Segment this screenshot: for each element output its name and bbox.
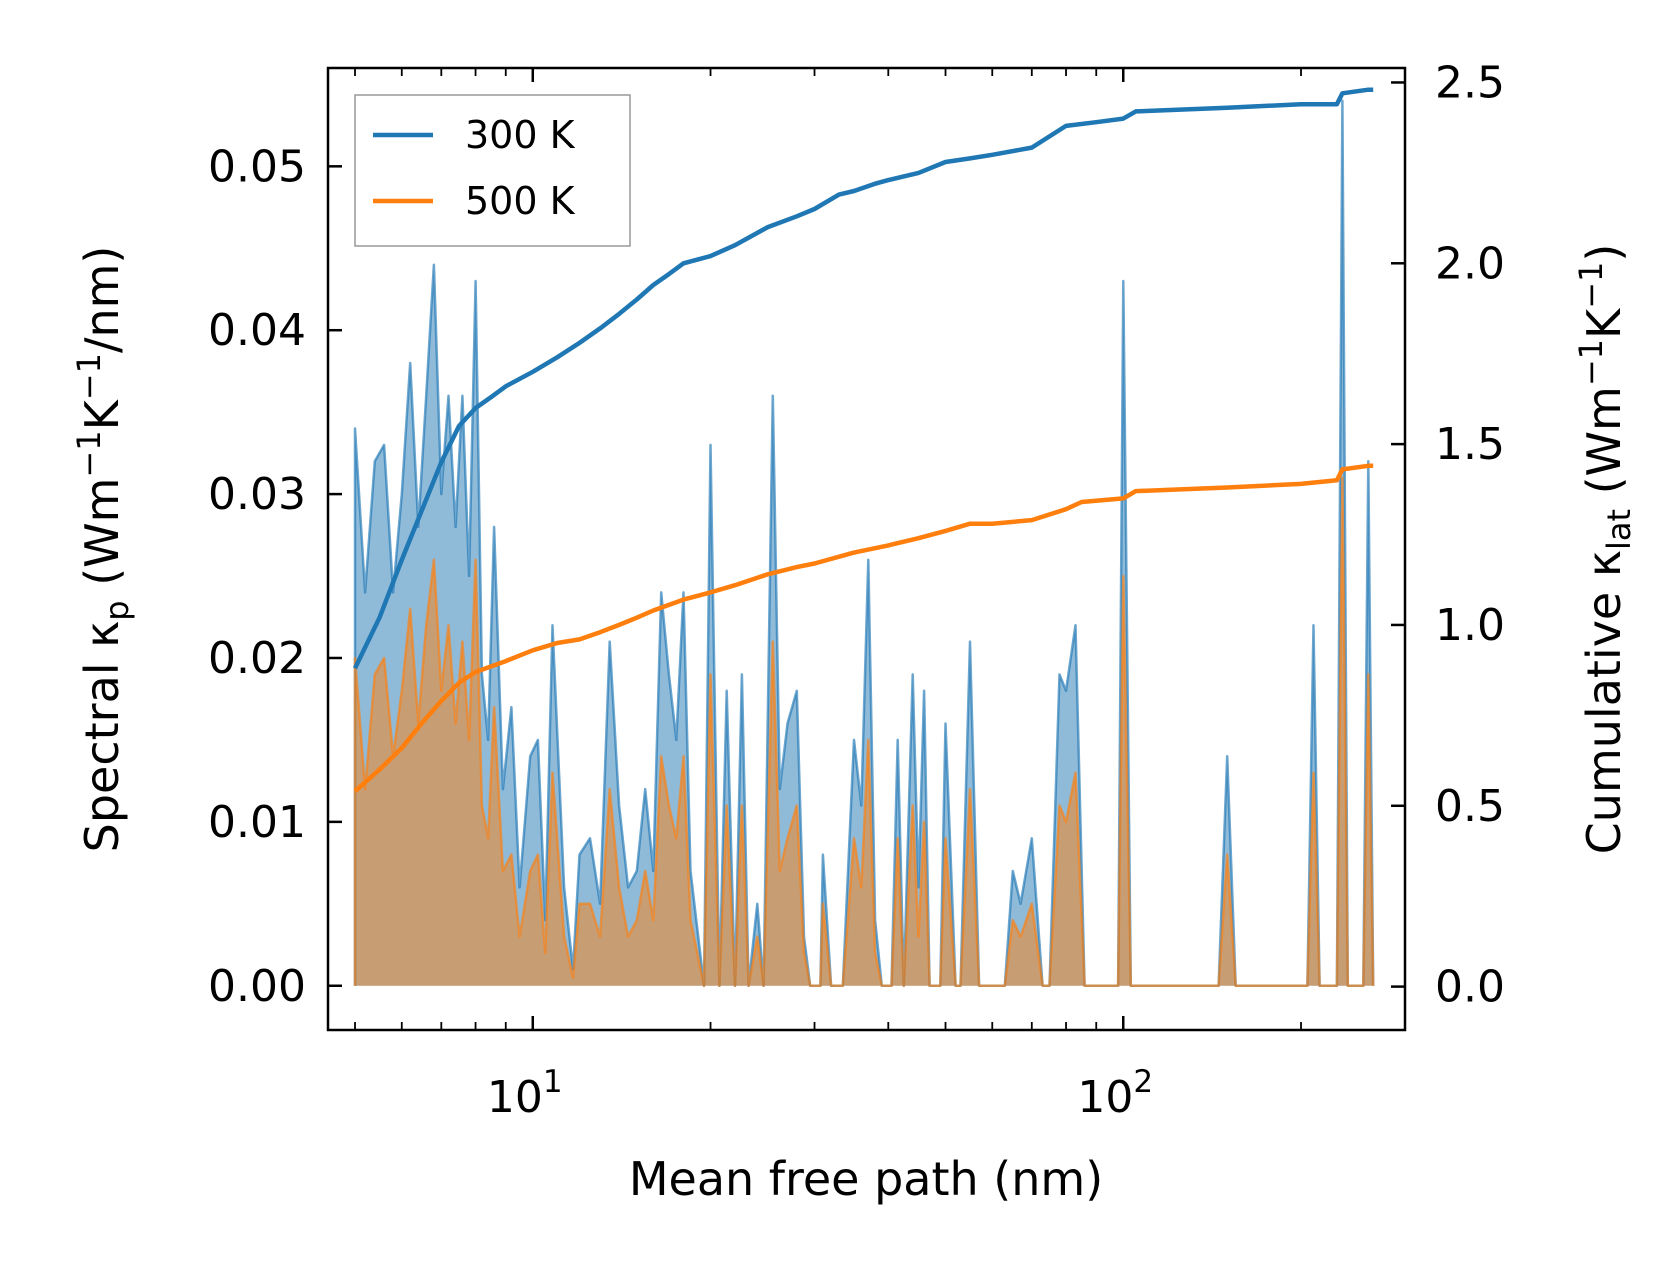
legend-box xyxy=(354,94,631,247)
y-right-tick-label: 0.5 xyxy=(1435,781,1505,832)
cumulative-line-300k xyxy=(352,87,1374,670)
spectral-line-500k xyxy=(353,476,1375,988)
y-left-tick-label: 0.02 xyxy=(208,633,306,684)
y-left-tick-label: 0.04 xyxy=(208,305,306,356)
y-left-tick-label: 0.05 xyxy=(208,141,306,192)
plot-frame xyxy=(326,66,1407,1032)
y-left-sub: p xyxy=(98,600,136,620)
axis-ticks: 0.00 0.01 0.02 0.03 0.04 0.05 0.0 0.5 1.0 1.5 2.0 2… xyxy=(208,57,1505,1123)
y-right-units: (Wm xyxy=(1577,386,1631,509)
x-axis-title: Mean free path (nm) xyxy=(629,1152,1103,1206)
legend-label-500k: 500 K xyxy=(465,179,576,223)
y-right-mid: K xyxy=(1577,307,1631,339)
spectral-fill-300k xyxy=(355,100,1374,986)
y-right-tick-label: 2.5 xyxy=(1435,57,1505,108)
y-right-sub: lat xyxy=(1600,509,1638,550)
y-right-tick-label: 1.0 xyxy=(1435,600,1505,651)
spectral-lines xyxy=(353,99,1375,988)
y-left-tick-label: 0.01 xyxy=(208,797,306,848)
y-right-tick-label: 2.0 xyxy=(1435,238,1505,289)
y-left-mid: K xyxy=(75,398,129,430)
y-axis-right-title: Cumulative κlat (Wm−1K−1) xyxy=(1572,244,1638,855)
spectral-fills xyxy=(355,100,1374,986)
y-right-prefix: Cumulative κ xyxy=(1577,550,1631,854)
cumulative-line-500k xyxy=(353,463,1374,793)
y-left-tick-label: 0.03 xyxy=(208,469,306,520)
y-right-tick-label: 0.0 xyxy=(1435,962,1505,1013)
x-tick-label: 102 xyxy=(1077,1064,1153,1123)
y-right-tail: ) xyxy=(1577,244,1631,262)
legend-label-300k: 300 K xyxy=(465,113,576,157)
spectral-fill-500k xyxy=(355,477,1374,986)
legend: 300 K 500 K xyxy=(354,94,631,247)
y-left-tick-label: 0.00 xyxy=(208,961,306,1012)
y-left-prefix: Spectral κ xyxy=(75,621,129,853)
y-left-sup2: −1 xyxy=(70,353,108,400)
y-right-sup1: −1 xyxy=(1572,339,1610,386)
x-tick-label: 101 xyxy=(487,1064,563,1123)
y-left-units: (Wm xyxy=(75,478,129,601)
y-axis-left-title: Spectral κp (Wm−1K−1/nm) xyxy=(70,246,136,853)
y-left-sup1: −1 xyxy=(70,430,108,477)
y-right-tick-label: 1.5 xyxy=(1435,419,1505,470)
spectral-line-300k xyxy=(353,99,1375,988)
y-right-sup2: −1 xyxy=(1572,262,1610,309)
cumulative-lines xyxy=(352,87,1374,793)
y-left-tail: /nm) xyxy=(75,246,129,353)
